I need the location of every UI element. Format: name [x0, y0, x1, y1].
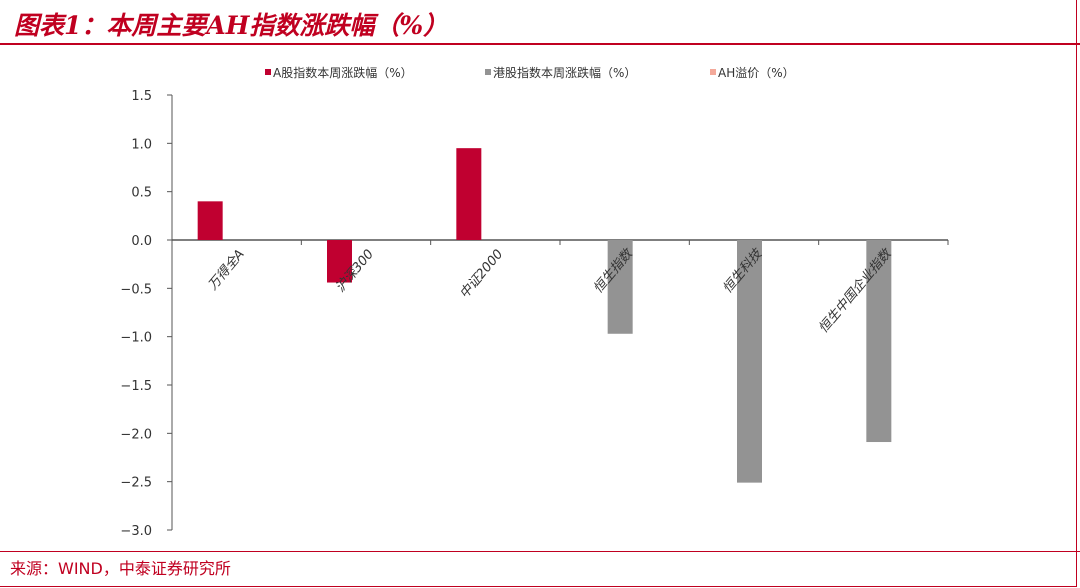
y-tick-label: −1.0 [120, 331, 152, 346]
title-divider [0, 43, 1080, 45]
y-tick-label: −1.5 [120, 379, 152, 394]
x-category-label: 中证2000 [457, 247, 506, 302]
legend-label: 港股指数本周涨跌幅（%） [493, 65, 636, 80]
y-tick-label: 1.0 [131, 137, 152, 152]
y-tick-label: 1.5 [131, 89, 152, 104]
chart-title: 图表1：本周主要AH指数涨跌幅（%） [14, 11, 449, 40]
legend-swatch [485, 69, 491, 75]
legend-label: A股指数本周涨跌幅（%） [273, 65, 413, 80]
y-tick-label: −2.5 [120, 476, 152, 491]
legend-swatch [265, 69, 271, 75]
y-tick-label: −0.5 [120, 282, 152, 297]
y-tick-label: −2.0 [120, 427, 152, 442]
source-note: 来源：WIND，中泰证券研究所 [10, 559, 231, 578]
y-tick-label: 0.0 [131, 234, 152, 249]
y-tick-label: −3.0 [120, 524, 152, 539]
bar-1 [327, 240, 352, 283]
legend-label: AH溢价（%） [718, 66, 795, 80]
bar-2 [866, 240, 892, 443]
y-tick-label: 0.5 [131, 186, 152, 201]
bar-1 [197, 201, 223, 240]
bar-2 [737, 240, 762, 483]
x-category-label: 万得全A [205, 246, 248, 293]
bar-2 [607, 240, 633, 334]
bar-1 [456, 148, 482, 240]
legend-swatch [710, 69, 716, 75]
footer-divider [0, 551, 1080, 552]
